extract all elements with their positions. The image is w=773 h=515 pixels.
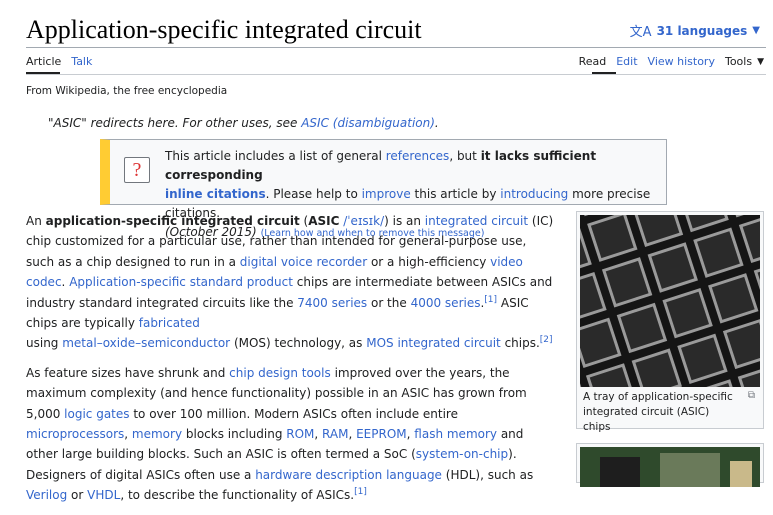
chip-body: [726, 322, 760, 366]
chip-body: [620, 306, 664, 350]
ipa-link[interactable]: /ˈeɪsɪk/: [343, 214, 385, 228]
chip-body: [682, 215, 726, 229]
tab-view-history[interactable]: View history: [647, 55, 715, 68]
tools-menu[interactable]: Tools ▼: [725, 55, 764, 68]
tabs-divider: [26, 74, 766, 75]
tab-edit[interactable]: Edit: [616, 55, 638, 68]
notice-text: This article includes a list of general …: [165, 149, 651, 239]
logic-gates-link[interactable]: logic gates: [64, 406, 130, 421]
enlarge-icon[interactable]: ⧉: [747, 390, 755, 401]
citation-notice-box: ? This article includes a list of genera…: [100, 139, 667, 239]
chip-body: [580, 275, 603, 319]
chip-body: [741, 368, 760, 387]
page-tabs: Article Talk Read Edit View history Tool…: [26, 52, 766, 74]
remove-message-link[interactable]: (Learn how and when to remove this messa…: [260, 228, 485, 239]
ram-link[interactable]: RAM: [322, 427, 349, 442]
title-divider: [26, 47, 766, 48]
article-body: An application-specific integrated circu…: [26, 211, 558, 515]
7400-series-link[interactable]: 7400 series: [297, 295, 368, 310]
chip-design-tools-link[interactable]: chip design tools: [229, 365, 331, 380]
4000-series-link[interactable]: 4000 series: [410, 295, 481, 310]
flash-memory-link[interactable]: flash memory: [414, 427, 498, 442]
question-mark-icon: ?: [124, 157, 150, 183]
reference-1[interactable]: [1]: [484, 294, 498, 305]
languages-label: 31 languages: [656, 23, 748, 38]
chevron-down-icon: ▼: [757, 56, 764, 67]
reference-1b[interactable]: [1]: [354, 487, 367, 498]
figure-2-image[interactable]: [580, 447, 760, 487]
chip-body: [635, 352, 679, 387]
digital-voice-recorder-link[interactable]: digital voice recorder: [239, 254, 368, 269]
figure-caption: A tray of application-specific integrate…: [583, 391, 733, 433]
chip-tray-illustration: [580, 215, 760, 387]
hatnote-link[interactable]: ASIC (disambiguation): [301, 116, 435, 130]
memory-link[interactable]: memory: [131, 427, 183, 442]
rom-link[interactable]: ROM: [286, 427, 315, 442]
circuit-board-illustration: [580, 447, 760, 487]
verilog-link[interactable]: Verilog: [26, 488, 68, 503]
tab-talk[interactable]: Talk: [71, 55, 93, 68]
notice-date: (October 2015): [165, 225, 257, 239]
languages-button[interactable]: 文A 31 languages ▼: [629, 21, 760, 41]
integrated-circuit-link[interactable]: integrated circuit: [424, 214, 529, 228]
page-title: Application-specific integrated circuit: [26, 15, 422, 44]
hatnote: "ASIC" redirects here. For other uses, s…: [48, 116, 439, 130]
hdl-link[interactable]: hardware description language: [255, 467, 442, 482]
introducing-link[interactable]: introducing: [500, 187, 569, 201]
chip-body: [636, 215, 680, 244]
chip-body: [605, 260, 649, 304]
paragraph-2: As feature sizes have shrunk and chip de…: [26, 365, 534, 503]
vhdl-link[interactable]: VHDL: [87, 488, 121, 503]
system-on-chip-link[interactable]: system-on-chip: [415, 447, 509, 462]
site-tagline: From Wikipedia, the free encyclopedia: [26, 85, 228, 97]
chip-body: [651, 246, 695, 289]
tab-read-underline: [592, 72, 616, 74]
tab-article-underline: [26, 72, 60, 74]
tab-article[interactable]: Article: [26, 55, 62, 68]
tab-read[interactable]: Read: [578, 55, 607, 68]
fabricated-link[interactable]: fabricated: [138, 316, 200, 331]
hatnote-text: "ASIC" redirects here. For other uses, s…: [48, 116, 302, 130]
figure-2: [576, 443, 764, 487]
mos-ic-link[interactable]: MOS integrated circuit: [366, 336, 501, 351]
chip-body: [697, 231, 740, 275]
microprocessors-link[interactable]: microprocessors: [26, 427, 125, 442]
chevron-down-icon: ▼: [752, 25, 760, 36]
chip-body: [589, 367, 633, 387]
hatnote-suffix: .: [434, 116, 439, 130]
inline-citations-link[interactable]: inline citations: [165, 187, 266, 201]
references-link[interactable]: references: [385, 149, 450, 163]
assp-link[interactable]: Application-specific standard product: [69, 275, 293, 290]
reference-2[interactable]: [2]: [539, 335, 553, 346]
improve-link[interactable]: improve: [361, 187, 411, 201]
translate-icon: 文A: [629, 25, 652, 40]
chip-body: [666, 291, 710, 335]
chip-body: [711, 276, 755, 320]
chip-body: [742, 216, 760, 260]
chip-body: [590, 215, 634, 259]
eeprom-link[interactable]: EEPROM: [356, 427, 407, 442]
asic-tray-image[interactable]: [580, 215, 760, 387]
paragraph-1: An application-specific integrated circu…: [26, 214, 554, 351]
mos-link[interactable]: metal–oxide–semiconductor: [62, 336, 231, 351]
title-row: Application-specific integrated circuit …: [26, 13, 766, 47]
chip-body: [580, 321, 618, 365]
tools-label: Tools: [724, 55, 753, 68]
video-codec-link[interactable]: video codec: [26, 254, 523, 290]
chip-body: [681, 337, 724, 381]
figure-asic-tray: A tray of application-specific integrate…: [576, 211, 764, 433]
